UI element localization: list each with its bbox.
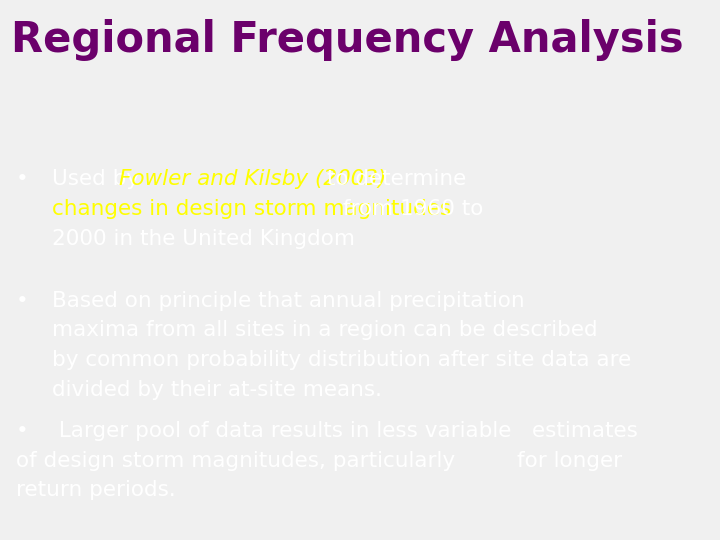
Text: •: • [16,170,29,190]
Text: from 1960 to: from 1960 to [336,199,484,219]
Text: of design storm magnitudes, particularly         for longer: of design storm magnitudes, particularly… [16,450,622,470]
Text: to determine: to determine [320,170,466,190]
Text: return periods.: return periods. [16,480,176,500]
Text: •: • [16,291,29,310]
Text: by common probability distribution after site data are: by common probability distribution after… [52,350,631,370]
Text: maxima from all sites in a region can be described: maxima from all sites in a region can be… [52,320,598,340]
Text: Regional Frequency Analysis: Regional Frequency Analysis [11,19,683,61]
Text: Larger pool of data results in less variable   estimates: Larger pool of data results in less vari… [45,421,637,441]
Text: Used by: Used by [52,170,146,190]
Text: 2000 in the United Kingdom: 2000 in the United Kingdom [52,228,355,248]
Text: changes in design storm magnitudes: changes in design storm magnitudes [52,199,451,219]
Text: Based on principle that annual precipitation: Based on principle that annual precipita… [52,291,524,310]
Text: •: • [16,421,29,441]
Text: Fowler and Kilsby (2003): Fowler and Kilsby (2003) [119,170,386,190]
Text: divided by their at-site means.: divided by their at-site means. [52,380,382,400]
